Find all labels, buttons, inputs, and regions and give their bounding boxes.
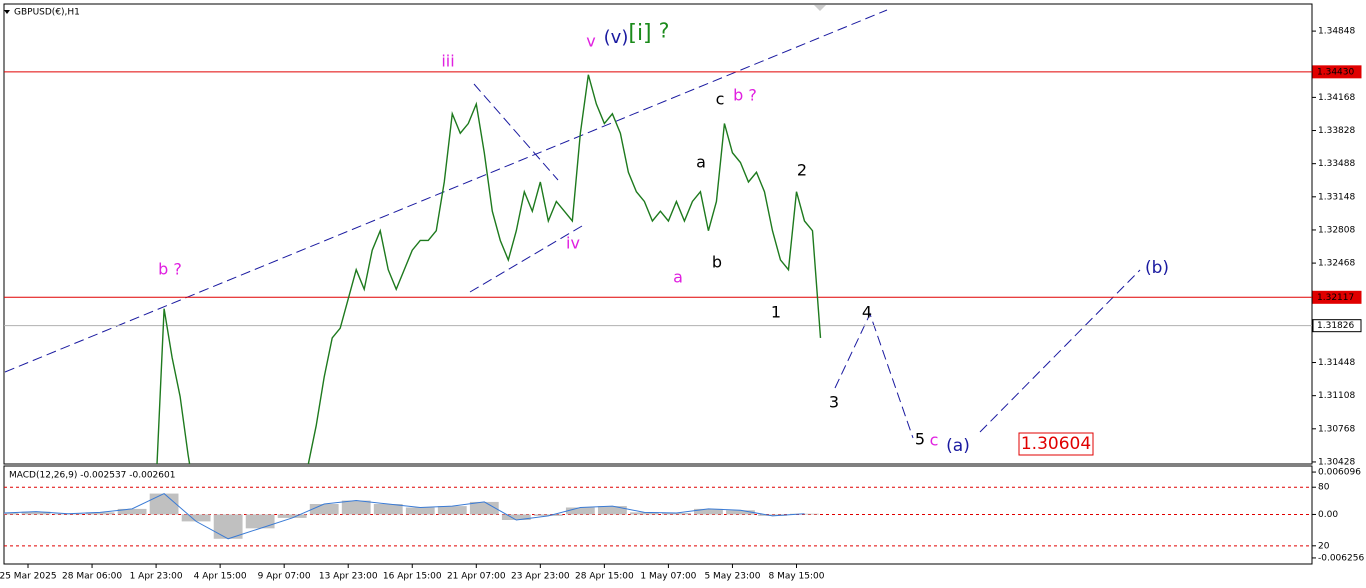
- macd-bar: [149, 493, 179, 515]
- wave-label: 4: [862, 303, 872, 322]
- x-tick-label: 5 May 23:00: [704, 572, 760, 582]
- x-tick-label: 13 Apr 23:00: [319, 572, 378, 582]
- wave-label: [i]: [628, 21, 651, 46]
- trendline: [4, 9, 888, 373]
- channel-line: [473, 83, 559, 181]
- macd-bar: [662, 513, 691, 515]
- x-tick-label: 28 Apr 15:00: [575, 572, 634, 582]
- y-tick-label: 0.006096: [1318, 468, 1361, 478]
- macd-bar: [4, 513, 19, 515]
- x-tick-label: 28 Mar 06:00: [62, 572, 122, 582]
- x-tick-label: 8 May 15:00: [768, 572, 824, 582]
- macd-bar: [405, 507, 435, 515]
- x-tick-label: 16 Apr 15:00: [383, 572, 442, 582]
- x-tick-label: 25 Mar 2025: [0, 572, 57, 582]
- macd-bar: [597, 506, 627, 515]
- y-tick-label: 1.30768: [1318, 424, 1355, 434]
- price-line: [156, 74, 822, 464]
- wave-label: 5: [915, 430, 925, 449]
- price-level-label: 1.32117: [1317, 293, 1354, 303]
- macd-bar: [437, 506, 467, 515]
- y-tick-label: 1.34168: [1318, 93, 1355, 103]
- menu-arrow: [4, 10, 10, 14]
- wave-label: 3: [829, 393, 839, 412]
- price-level-box: [1312, 290, 1362, 304]
- macd-bar: [245, 514, 275, 529]
- macd-bar: [213, 514, 243, 539]
- macd-bar: [341, 500, 371, 515]
- y-tick-label: 1.31108: [1318, 391, 1355, 401]
- macd-bar: [373, 504, 403, 515]
- price-level-label: 1.34430: [1317, 67, 1354, 77]
- shift-marker: [814, 5, 826, 11]
- macd-bar: [501, 514, 531, 521]
- wave-label: (a): [946, 436, 970, 456]
- y-tick-label: 1.34848: [1318, 27, 1355, 37]
- y-tick-label: 1.30428: [1318, 457, 1355, 467]
- macd-bar: [533, 514, 563, 516]
- wave-label: (v): [604, 27, 629, 48]
- chart-title: GBPUSD(€),H1: [14, 8, 80, 18]
- wave-label: 2: [797, 161, 807, 180]
- y-tick-label: 1.33488: [1318, 159, 1355, 169]
- y-tick-label: 1.32468: [1318, 259, 1355, 269]
- macd-bar: [726, 510, 755, 515]
- x-tick-label: 21 Apr 07:00: [447, 572, 506, 582]
- macd-title: MACD(12,26,9) -0.002537 -0.002601: [9, 471, 175, 481]
- y-tick-label: -0.006256: [1318, 553, 1364, 563]
- macd-bar: [758, 514, 787, 516]
- price-level-box: [1312, 65, 1362, 79]
- y-tick-label: 1.32808: [1318, 225, 1355, 235]
- wave-label: 1.30604: [1021, 434, 1091, 454]
- wave-label: b: [712, 253, 722, 272]
- x-tick-label: 4 Apr 15:00: [194, 572, 247, 582]
- macd-bar: [629, 512, 659, 515]
- wave-label: c: [930, 431, 939, 450]
- x-tick-label: 9 Apr 07:00: [258, 572, 311, 582]
- wave-label: (b): [1145, 258, 1169, 278]
- projection: [834, 312, 914, 439]
- price-level-label: 1.31826: [1317, 321, 1354, 331]
- channel-line: [469, 225, 583, 293]
- macd-line: [4, 492, 805, 540]
- x-tick-label: 1 May 07:00: [640, 572, 696, 582]
- wave-label: c: [716, 90, 725, 109]
- y-tick-label: 1.33148: [1318, 192, 1355, 202]
- macd-bar: [565, 507, 595, 515]
- macd-bar: [181, 514, 211, 522]
- main-pane: [3, 3, 1313, 465]
- y-tick-label: 1.31448: [1318, 358, 1355, 368]
- macd-bar: [117, 508, 147, 515]
- wave-label: v: [586, 32, 595, 51]
- wave-label: iv: [566, 234, 580, 253]
- x-tick-label: 23 Apr 23:00: [511, 572, 570, 582]
- price-layer: [4, 71, 1312, 464]
- macd-bar: [85, 512, 115, 515]
- wave-label: a: [673, 268, 683, 287]
- wave-label: iii: [441, 52, 454, 71]
- wave-label: b ?: [158, 260, 182, 279]
- y-tick-label: 0.00: [1318, 510, 1338, 520]
- price-level-box: [1312, 319, 1362, 333]
- y-tick-label: 80: [1318, 483, 1330, 493]
- macd-bar: [469, 501, 499, 515]
- macd-bar: [21, 511, 51, 515]
- wave-label: 1: [771, 303, 781, 322]
- y-tick-label: 1.33828: [1318, 126, 1355, 136]
- wave-label: a: [696, 153, 706, 172]
- x-tick-label: 1 Apr 23:00: [130, 572, 183, 582]
- target-box: [1018, 432, 1094, 456]
- macd-bar: [277, 514, 307, 518]
- macd-layer: [4, 492, 819, 540]
- wave-label: ?: [659, 19, 670, 43]
- y-tick-label: 20: [1318, 541, 1330, 551]
- macd-bar: [309, 504, 339, 515]
- macd-bar: [694, 508, 723, 515]
- wave-label: b ?: [733, 86, 757, 105]
